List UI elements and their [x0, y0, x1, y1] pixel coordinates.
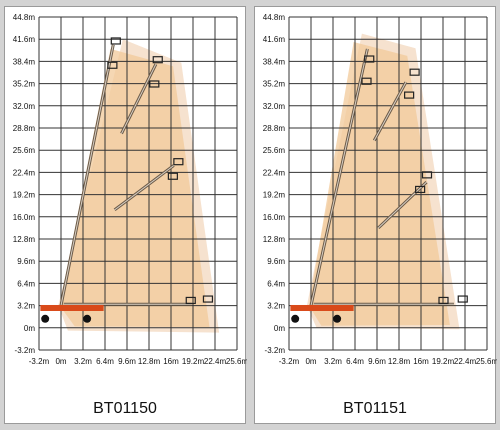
- working-range-diagram-bt01151: 44.8m41.6m38.4m35.2m32.0m28.8m25.6m22.4m…: [263, 13, 497, 366]
- y-tick-label: 6.4m: [267, 279, 285, 288]
- y-tick-label: 28.8m: [263, 124, 286, 133]
- y-tick-label: 3.2m: [267, 302, 285, 311]
- y-tick-label: 12.8m: [263, 235, 286, 244]
- inner-working-envelope: [59, 48, 210, 328]
- wheel: [333, 314, 342, 323]
- y-tick-label: 19.2m: [263, 191, 286, 200]
- wheel: [291, 314, 300, 323]
- platform-basket: [110, 37, 121, 45]
- y-tick-label: -3.2m: [15, 346, 36, 355]
- x-tick-label: -3.2m: [29, 357, 50, 366]
- platform-basket: [438, 296, 449, 305]
- y-tick-label: 44.8m: [263, 13, 286, 22]
- platform-basket: [152, 56, 163, 64]
- platform-basket: [167, 172, 178, 180]
- y-tick-label: 25.6m: [13, 146, 36, 155]
- x-tick-label: 22.4m: [454, 357, 477, 366]
- y-tick-label: 22.4m: [13, 168, 36, 177]
- x-tick-label: 12.8m: [138, 357, 161, 366]
- y-tick-label: 38.4m: [263, 57, 286, 66]
- y-tick-label: 12.8m: [13, 235, 36, 244]
- y-tick-label: 41.6m: [13, 35, 36, 44]
- x-tick-label: 25.6m: [476, 357, 497, 366]
- y-tick-label: -3.2m: [265, 346, 286, 355]
- boom-arm-highlight: [378, 181, 427, 229]
- x-tick-label: 3.2m: [74, 357, 92, 366]
- vehicle-chassis: [290, 304, 354, 311]
- platform-basket: [361, 77, 372, 85]
- boom-arm-highlight: [121, 63, 157, 134]
- y-tick-label: 0m: [24, 324, 35, 333]
- model-caption: BT01150: [93, 400, 157, 417]
- platform-basket: [404, 91, 415, 99]
- y-tick-label: 32.0m: [13, 102, 36, 111]
- platform-basket: [421, 171, 433, 179]
- y-tick-label: 35.2m: [13, 80, 36, 89]
- model-caption: BT01151: [343, 400, 407, 417]
- vehicle-chassis: [40, 304, 104, 311]
- platform-basket: [185, 296, 196, 305]
- x-tick-label: 22.4m: [204, 357, 227, 366]
- x-tick-label: 9.6m: [118, 357, 136, 366]
- x-tick-label: 3.2m: [324, 357, 342, 366]
- wheel: [41, 314, 50, 323]
- boom-arm-highlight: [373, 81, 407, 141]
- boom-arm-highlight: [60, 44, 114, 306]
- x-tick-label: 16m: [413, 357, 429, 366]
- x-tick-label: -3.2m: [279, 357, 300, 366]
- x-tick-label: 6.4m: [346, 357, 364, 366]
- y-tick-label: 38.4m: [13, 57, 36, 66]
- platform-basket: [202, 295, 214, 303]
- y-tick-label: 9.6m: [17, 257, 35, 266]
- y-tick-label: 41.6m: [263, 35, 286, 44]
- boom-arm-highlight: [310, 48, 368, 306]
- platform-basket: [173, 158, 184, 166]
- boom-arm-highlight: [114, 165, 175, 211]
- platform-basket: [409, 68, 420, 76]
- y-tick-label: 32.0m: [263, 102, 286, 111]
- platform-basket: [107, 61, 118, 69]
- y-tick-label: 16.0m: [263, 213, 286, 222]
- y-tick-label: 9.6m: [267, 257, 285, 266]
- y-tick-label: 44.8m: [13, 13, 36, 22]
- y-tick-label: 28.8m: [13, 124, 36, 133]
- y-tick-label: 25.6m: [263, 146, 286, 155]
- y-tick-label: 22.4m: [263, 168, 286, 177]
- working-range-diagram-bt01150: 44.8m41.6m38.4m35.2m32.0m28.8m25.6m22.4m…: [13, 13, 247, 366]
- inner-working-envelope: [308, 41, 450, 326]
- wheel: [83, 314, 92, 323]
- y-tick-label: 6.4m: [17, 279, 35, 288]
- x-tick-label: 0m: [305, 357, 316, 366]
- x-tick-label: 19.2m: [432, 357, 455, 366]
- platform-basket: [415, 185, 426, 194]
- x-tick-label: 0m: [55, 357, 66, 366]
- platform-basket: [364, 55, 375, 63]
- y-tick-label: 3.2m: [17, 302, 35, 311]
- platform-basket: [149, 80, 160, 88]
- y-tick-label: 0m: [274, 324, 285, 333]
- chart-panel-bt01151: 44.8m 41.6m 38.4m 35.2m 32.0m 28.8m 25.6m 22.4m…: [254, 6, 497, 424]
- y-tick-label: 35.2m: [263, 80, 286, 89]
- x-tick-label: 16m: [163, 357, 179, 366]
- x-tick-label: 6.4m: [96, 357, 114, 366]
- x-tick-label: 25.6m: [226, 357, 247, 366]
- x-tick-label: 9.6m: [368, 357, 386, 366]
- x-tick-label: 19.2m: [182, 357, 205, 366]
- y-tick-label: 16.0m: [13, 213, 36, 222]
- chart-panel-bt01150: 44.8m 41.6m 38.4m 35.2m 32.0m 28.8m 25.6m 22.4m…: [4, 6, 247, 424]
- platform-basket: [457, 295, 468, 303]
- x-tick-label: 12.8m: [388, 357, 411, 366]
- y-tick-label: 19.2m: [13, 191, 36, 200]
